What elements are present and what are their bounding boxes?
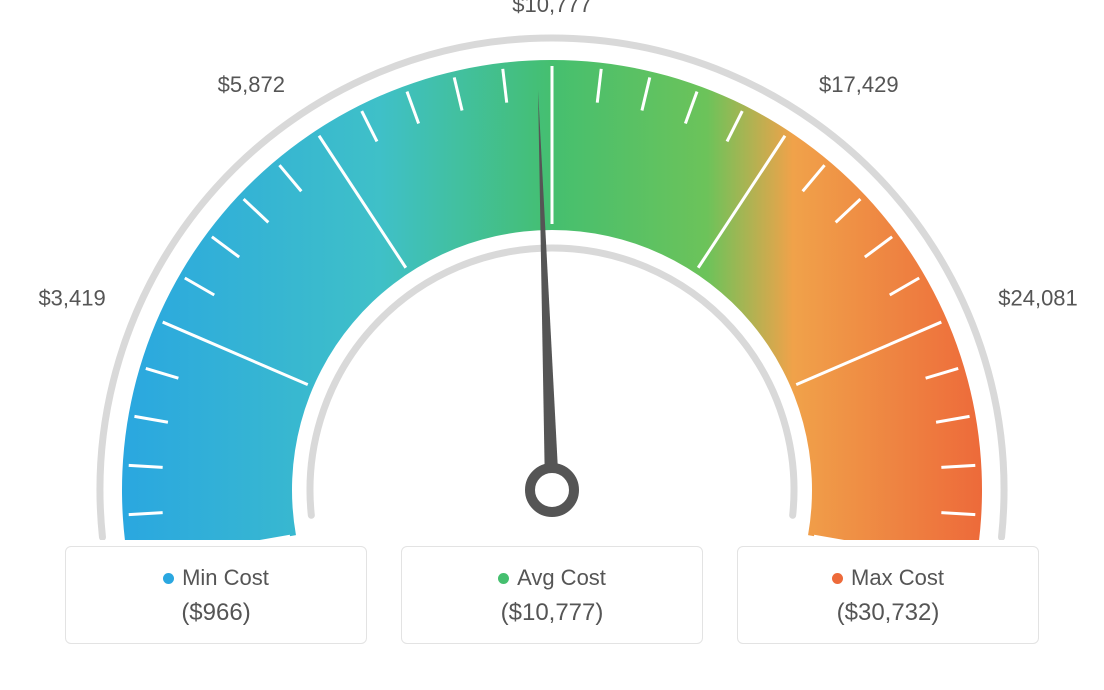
dot-min xyxy=(163,573,174,584)
dot-avg xyxy=(498,573,509,584)
svg-text:$17,429: $17,429 xyxy=(819,72,899,97)
legend-label-max: Max Cost xyxy=(851,565,944,591)
gauge-svg: $966$3,419$5,872$10,777$17,429$24,081$30… xyxy=(0,0,1104,540)
legend-card-min: Min Cost ($966) xyxy=(65,546,367,644)
dot-max xyxy=(832,573,843,584)
legend-card-max: Max Cost ($30,732) xyxy=(737,546,1039,644)
legend-label-avg: Avg Cost xyxy=(517,565,606,591)
svg-text:$24,081: $24,081 xyxy=(998,286,1078,311)
legend-label-min: Min Cost xyxy=(182,565,269,591)
svg-text:$10,777: $10,777 xyxy=(512,0,592,17)
legend: Min Cost ($966) Avg Cost ($10,777) Max C… xyxy=(0,546,1104,644)
svg-text:$3,419: $3,419 xyxy=(38,286,105,311)
gauge-area: $966$3,419$5,872$10,777$17,429$24,081$30… xyxy=(0,0,1104,540)
legend-card-avg: Avg Cost ($10,777) xyxy=(401,546,703,644)
legend-value-min: ($966) xyxy=(66,599,366,627)
cost-gauge-widget: $966$3,419$5,872$10,777$17,429$24,081$30… xyxy=(0,0,1104,690)
legend-value-avg: ($10,777) xyxy=(402,599,702,627)
legend-value-max: ($30,732) xyxy=(738,599,1038,627)
svg-text:$5,872: $5,872 xyxy=(218,72,285,97)
